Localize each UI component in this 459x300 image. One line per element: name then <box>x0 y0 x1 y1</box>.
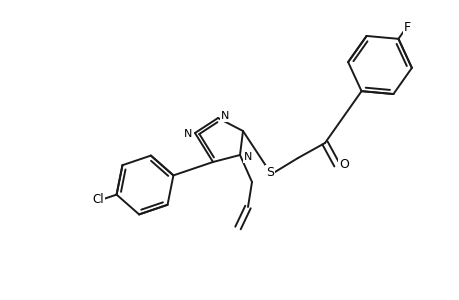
Text: N: N <box>184 129 192 139</box>
Text: N: N <box>243 152 252 162</box>
Text: Cl: Cl <box>92 193 104 206</box>
Text: S: S <box>265 166 274 178</box>
Text: F: F <box>403 21 410 34</box>
Text: O: O <box>338 158 348 172</box>
Text: N: N <box>220 111 229 121</box>
